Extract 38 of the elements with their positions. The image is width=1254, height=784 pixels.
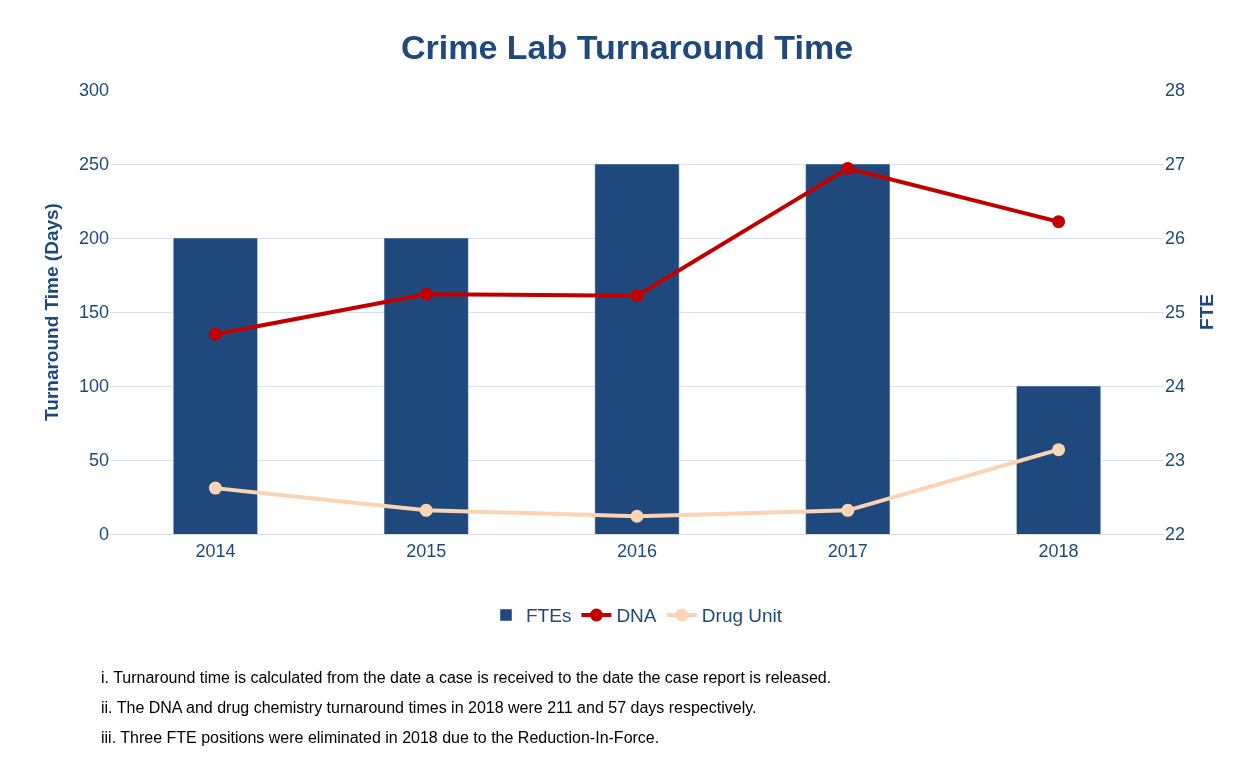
point — [1052, 443, 1066, 457]
legend-label: Drug Unit — [701, 605, 783, 627]
y-tick-label: 150 — [78, 302, 109, 323]
y2-tick-label: 23 — [1165, 450, 1186, 471]
y2-axis-title: FTE — [1195, 294, 1217, 330]
x-tick-label: 2015 — [406, 540, 447, 561]
x-tick-label: 2016 — [616, 540, 658, 561]
text: i. Turnaround time is calculated from the date a case is received to the date the case report is released. — [101, 669, 832, 686]
chart-title: Crime Lab Turnaround Time — [400, 28, 854, 67]
y-tick-label: 0 — [98, 524, 109, 545]
text: ii. The DNA and drug chemistry turnaround times in 2018 were 211 and 57 days respectively. — [101, 699, 757, 716]
point — [1052, 215, 1066, 229]
point — [419, 503, 433, 517]
legend-label: FTEs — [526, 605, 572, 627]
y2-tick-label: 22 — [1165, 524, 1186, 545]
x-tick-label: 2018 — [1038, 540, 1079, 561]
y-tick-label: 300 — [78, 80, 109, 101]
point — [208, 481, 222, 495]
y-tick-label: 250 — [78, 154, 109, 175]
y2-tick-label: 24 — [1165, 376, 1186, 397]
y-tick-label: 100 — [78, 376, 109, 397]
y2-tick-label: 28 — [1165, 80, 1186, 101]
y-tick-label: 200 — [78, 228, 109, 249]
point — [841, 503, 855, 517]
y2-tick-label: 25 — [1165, 302, 1186, 323]
x-tick-label: 2014 — [195, 540, 236, 561]
y-tick-label: 50 — [88, 450, 109, 471]
x-tick-label: 2017 — [827, 540, 868, 561]
point — [208, 327, 222, 341]
point — [630, 509, 644, 523]
y2-tick-label: 26 — [1165, 228, 1186, 249]
point — [630, 289, 644, 303]
y-axis-title: Turnaround Time (Days) — [40, 203, 62, 421]
legend-label: DNA — [616, 605, 657, 627]
point — [841, 161, 855, 175]
y2-tick-label: 27 — [1165, 154, 1186, 175]
point — [419, 287, 433, 301]
text: iii. Three FTE positions were eliminated in 2018 due to the Reduction-In-Force. — [101, 729, 660, 746]
